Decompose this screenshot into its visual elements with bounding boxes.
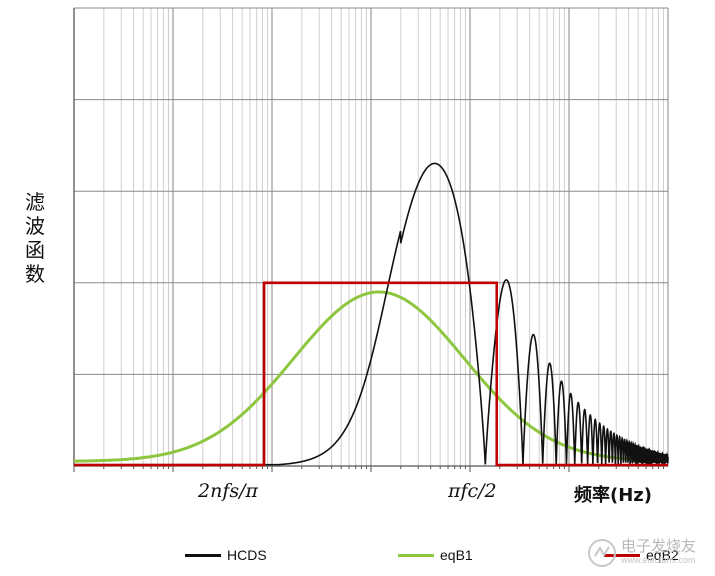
legend-item-hcds: HCDS (185, 545, 267, 565)
legend-label: eqB1 (440, 547, 473, 563)
y-axis-label-char: 函 (25, 238, 45, 262)
legend-swatch (398, 553, 434, 557)
watermark-logo-icon (588, 539, 616, 567)
legend-label: HCDS (227, 547, 267, 563)
plot-area (73, 162, 669, 467)
legend-swatch (604, 553, 640, 557)
series-line-eqb2 (74, 281, 668, 467)
series-line-eqb1 (73, 290, 669, 463)
x-axis-label: 频率(Hz) (574, 485, 652, 506)
y-axis-label-char: 数 (25, 262, 45, 286)
legend-item-eqb1: eqB1 (398, 545, 473, 565)
legend: HCDS eqB1 eqB2 (0, 545, 715, 565)
legend-swatch (185, 553, 221, 557)
chart-grid (73, 7, 669, 467)
legend-item-eqb2: eqB2 (604, 545, 679, 565)
y-axis-label-char: 滤 (25, 190, 45, 214)
y-axis-label-char: 波 (25, 214, 45, 238)
watermark-subtitle: www.elecfans.com (621, 555, 696, 565)
y-axis-label: 滤 波 函 数 (22, 190, 48, 286)
x-tick-label: πfc/2 (448, 480, 497, 502)
legend-label: eqB2 (646, 547, 679, 563)
watermark: 电子发烧友 www.elecfans.com (587, 536, 707, 570)
watermark-title: 电子发烧友 (621, 537, 697, 555)
x-tick-label: 2nfs/π (198, 480, 258, 502)
